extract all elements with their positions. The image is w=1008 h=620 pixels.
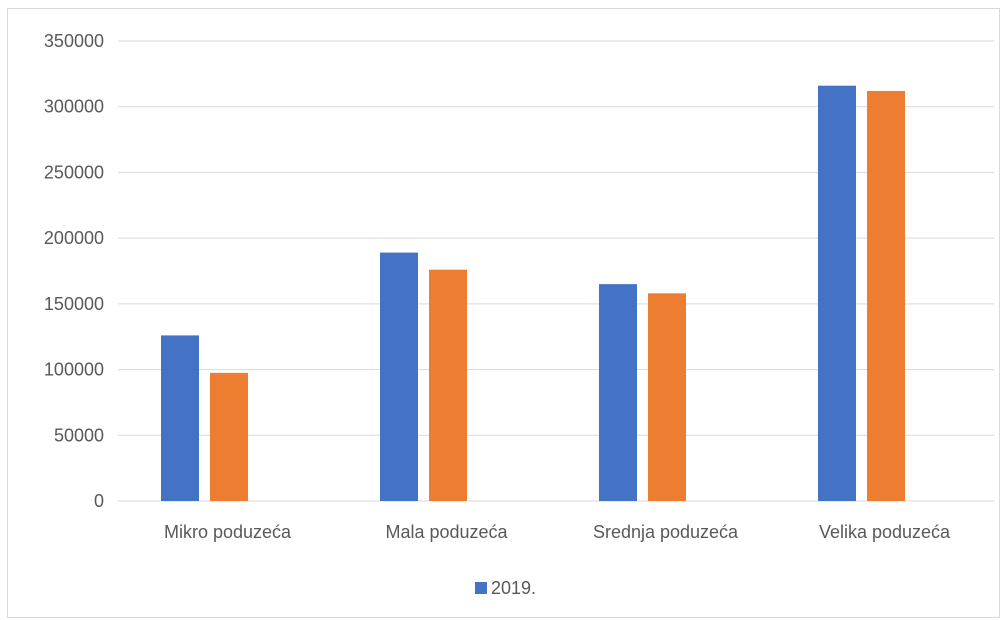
bar [429,269,467,501]
x-tick-label: Srednja poduzeća [593,522,739,542]
x-tick-label: Mala poduzeća [385,522,508,542]
bar [867,90,905,501]
gridlines [118,40,994,502]
y-tick-label: 200000 [44,228,104,248]
y-tick-label: 250000 [44,162,104,182]
y-tick-label: 350000 [44,31,104,51]
x-tick-label: Mikro poduzeća [164,522,292,542]
y-tick-label: 150000 [44,294,104,314]
bar [210,372,248,501]
bar [648,293,686,501]
x-tick-label: Velika poduzeća [819,522,951,542]
y-tick-label: 50000 [54,425,104,445]
x-axis-ticks: Mikro poduzeća Mala poduzeća Srednja poduz… [164,522,951,542]
legend-label: 2019. [491,578,536,598]
y-axis-ticks: 0 50000 100000 150000 200000 250000 300000 3500… [44,31,104,511]
legend-swatch [475,582,487,594]
bar [380,252,418,501]
bars [161,85,905,501]
y-tick-label: 100000 [44,360,104,380]
legend: 2019. [475,578,536,598]
bar [818,85,856,501]
bar [599,284,637,501]
y-tick-label: 300000 [44,97,104,117]
y-tick-label: 0 [94,491,104,511]
bar [161,335,199,501]
